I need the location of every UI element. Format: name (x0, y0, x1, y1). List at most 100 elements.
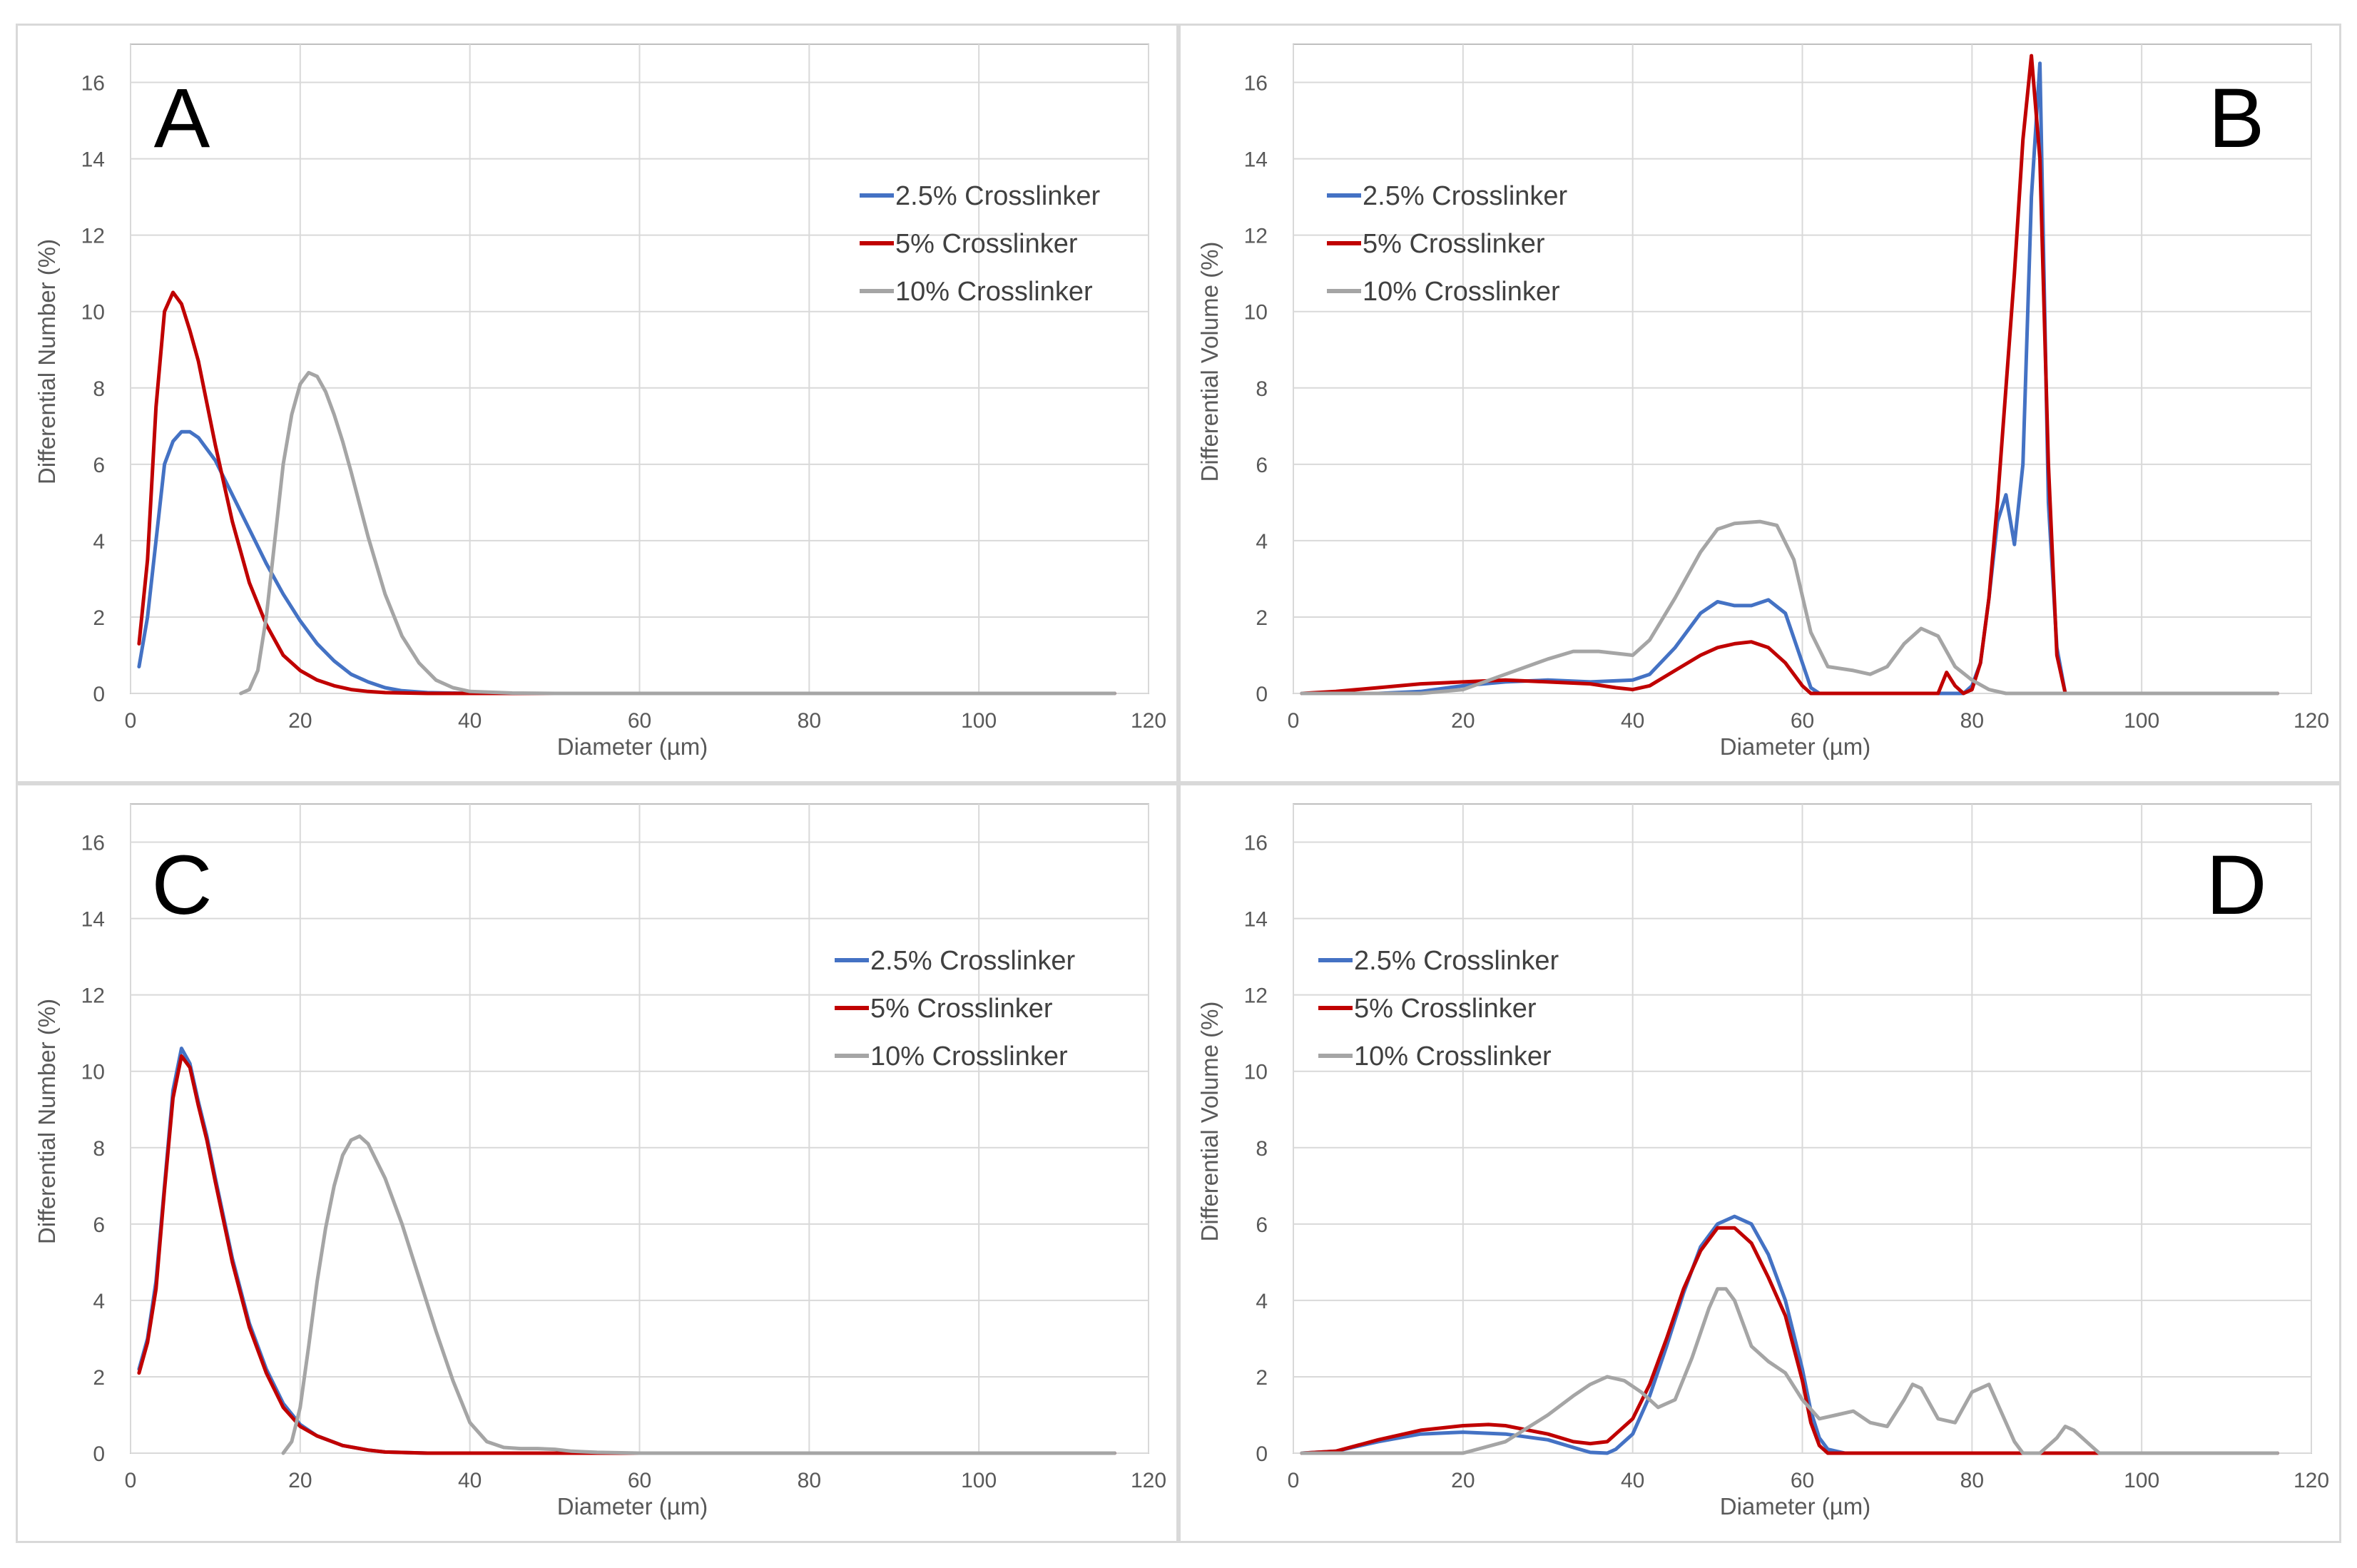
y-tick-label: 4 (1256, 1290, 1268, 1313)
x-tick-label: 100 (2124, 1469, 2159, 1492)
y-tick-label: 0 (93, 1442, 105, 1466)
y-tick-label: 2 (1256, 1366, 1268, 1390)
x-tick-label: 20 (1451, 1469, 1475, 1492)
x-tick-label: 80 (798, 709, 821, 733)
x-tick-label: 0 (1288, 709, 1300, 733)
y-axis-title: Differential Number (%) (34, 239, 60, 484)
legend-label: 10% Crosslinker (1363, 277, 1560, 307)
legend: 2.5% Crosslinker 5% Crosslinker 10% Crossl… (835, 946, 1076, 1071)
panel-label-b: B (2209, 71, 2265, 166)
y-tick-label: 14 (1244, 908, 1268, 932)
x-tick-label: 120 (2294, 709, 2329, 733)
legend-label: 5% Crosslinker (870, 994, 1053, 1024)
x-tick-label: 20 (1451, 709, 1475, 733)
x-axis-title: Diameter (µm) (557, 733, 708, 760)
y-tick-label: 16 (81, 832, 105, 855)
y-axis-title: Differential Number (%) (34, 999, 60, 1244)
y-tick-label: 2 (1256, 606, 1268, 630)
x-tick-label: 60 (628, 709, 651, 733)
series-line-2 (1300, 1287, 2279, 1455)
y-tick-label: 12 (81, 225, 105, 248)
x-tick-label: 100 (2124, 709, 2159, 733)
series-line-0 (137, 429, 1116, 696)
series-line-2 (239, 370, 1116, 696)
y-tick-label: 10 (81, 301, 105, 325)
y-tick-label: 4 (93, 1290, 105, 1313)
y-tick-label: 12 (81, 984, 105, 1008)
y-tick-label: 6 (93, 454, 105, 477)
y-tick-label: 4 (1256, 530, 1268, 554)
x-tick-label: 60 (628, 1469, 651, 1492)
x-tick-label: 60 (1791, 709, 1814, 733)
y-tick-label: 16 (81, 72, 105, 96)
legend-label: 2.5% Crosslinker (895, 181, 1101, 211)
panel-label-c: C (151, 838, 212, 932)
x-axis-title: Diameter (µm) (1720, 733, 1871, 760)
legend-label: 2.5% Crosslinker (1354, 946, 1559, 976)
chart-a: 0 20 40 60 80 100 120 0 2 4 6 8 10 12 14 16 Diameter (µm… (34, 44, 1166, 760)
y-tick-label: 8 (1256, 1137, 1268, 1161)
legend: 2.5% Crosslinker 5% Crosslinker 10% Crossl… (1318, 946, 1559, 1071)
series-line-2 (281, 1134, 1116, 1455)
y-tick-label: 14 (81, 908, 105, 932)
x-tick-label: 0 (125, 1469, 137, 1492)
y-tick-label: 10 (1244, 1061, 1268, 1084)
x-tick-label: 100 (961, 1469, 997, 1492)
legend: 2.5% Crosslinker 5% Crosslinker 10% Crossl… (860, 181, 1101, 307)
legend-label: 10% Crosslinker (1354, 1042, 1552, 1071)
x-tick-label: 0 (1288, 1469, 1300, 1492)
series-line-1 (1300, 54, 2279, 696)
y-tick-label: 10 (81, 1061, 105, 1084)
x-tick-label: 60 (1791, 1469, 1814, 1492)
y-tick-label: 10 (1244, 301, 1268, 325)
panel-d: 0 20 40 60 80 100 120 0 2 4 6 8 10 12 14 16 Diameter (µm… (1178, 783, 2341, 1543)
chart-b: 0 20 40 60 80 100 120 0 2 4 6 8 10 12 14 16 Diameter (µm… (1196, 44, 2329, 760)
x-tick-label: 80 (798, 1469, 821, 1492)
panel-a: 0 20 40 60 80 100 120 0 2 4 6 8 10 12 14 16 Diameter (µm… (16, 24, 1178, 783)
series-line-0 (1300, 1214, 2279, 1455)
series-line-0 (137, 1047, 1116, 1455)
x-tick-label: 100 (961, 709, 997, 733)
series-line-1 (137, 1054, 1116, 1455)
y-tick-label: 14 (81, 148, 105, 172)
x-tick-label: 120 (1131, 709, 1166, 733)
legend-label: 2.5% Crosslinker (1363, 181, 1568, 211)
legend-label: 5% Crosslinker (1354, 994, 1537, 1024)
x-tick-label: 120 (1131, 1469, 1166, 1492)
y-tick-label: 4 (93, 530, 105, 554)
legend-label: 5% Crosslinker (895, 229, 1078, 259)
series-line-1 (1300, 1226, 2279, 1455)
y-axis-title: Differential Volume (%) (1196, 242, 1223, 482)
y-tick-label: 14 (1244, 148, 1268, 172)
x-tick-label: 120 (2294, 1469, 2329, 1492)
panel-b: 0 20 40 60 80 100 120 0 2 4 6 8 10 12 14 16 Diameter (µm… (1178, 24, 2341, 783)
y-tick-label: 0 (1256, 683, 1268, 706)
y-tick-label: 6 (1256, 1213, 1268, 1237)
x-axis-title: Diameter (µm) (557, 1493, 708, 1519)
x-tick-label: 40 (1621, 709, 1644, 733)
x-tick-label: 40 (1621, 1469, 1644, 1492)
panel-c: 0 20 40 60 80 100 120 0 2 4 6 8 10 12 14 16 Diameter (µm… (16, 783, 1178, 1543)
panel-label-a: A (154, 71, 210, 166)
x-tick-label: 0 (125, 709, 137, 733)
x-axis-title: Diameter (µm) (1720, 1493, 1871, 1519)
y-tick-label: 8 (93, 1137, 105, 1161)
legend-label: 10% Crosslinker (870, 1042, 1068, 1071)
x-tick-label: 20 (288, 1469, 312, 1492)
legend-label: 5% Crosslinker (1363, 229, 1545, 259)
y-tick-label: 12 (1244, 225, 1268, 248)
panel-label-d: D (2206, 838, 2266, 932)
series-line-0 (1300, 61, 2279, 696)
chart-c: 0 20 40 60 80 100 120 0 2 4 6 8 10 12 14 16 Diameter (µm… (34, 803, 1166, 1519)
y-tick-label: 2 (93, 606, 105, 630)
y-tick-label: 8 (1256, 377, 1268, 401)
series-line-1 (137, 290, 1116, 696)
chart-d: 0 20 40 60 80 100 120 0 2 4 6 8 10 12 14 16 Diameter (µm… (1196, 803, 2329, 1519)
y-tick-label: 0 (93, 683, 105, 706)
y-tick-label: 6 (1256, 454, 1268, 477)
y-tick-label: 8 (93, 377, 105, 401)
x-tick-label: 40 (458, 709, 482, 733)
y-axis-title: Differential Volume (%) (1196, 1002, 1223, 1242)
legend-label: 10% Crosslinker (895, 277, 1093, 307)
